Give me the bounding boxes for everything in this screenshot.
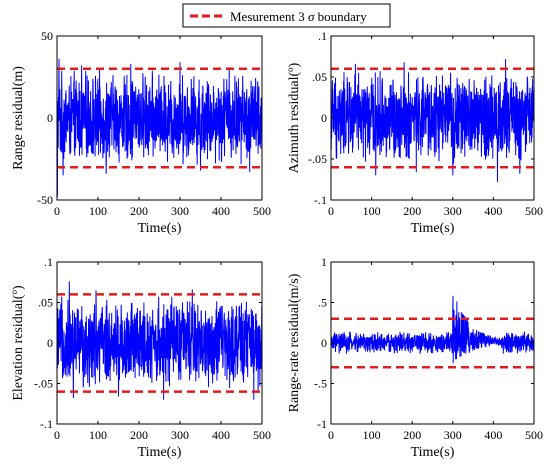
range-ytick-label: 50	[41, 29, 53, 43]
elevation-ylabel-sup: o	[9, 290, 19, 295]
panel-elevation: 0 100 200 300 400 500 -.1 -.05 0 .05 .1 Time(s) Elev…	[9, 255, 271, 460]
elevation-ylabel: Elevation residual(o)	[9, 285, 26, 401]
range-rate-residual-series	[330, 295, 535, 364]
legend-label: Mesurement 3 σ boundary	[230, 9, 367, 24]
legend-label-post: boundary	[314, 9, 367, 24]
range-rate-xtick-label: 400	[484, 428, 502, 442]
elevation-ytick-label: -.05	[34, 377, 53, 391]
range-xtick-label: 300	[171, 204, 189, 218]
legend: Mesurement 3 σ boundary	[182, 3, 391, 28]
elevation-ytick-label: -.1	[40, 417, 53, 431]
range-rate-ylabel: Range-rate residual(m/s)	[287, 273, 302, 412]
elevation-ytick-label: .1	[44, 255, 53, 269]
elevation-ytick-label: 0	[47, 336, 53, 350]
azimuth-ytick-label: -.1	[314, 193, 327, 207]
range-ytick-label: 0	[47, 111, 53, 125]
azimuth-ylabel-sup: o	[285, 67, 295, 72]
range-rate-xtick-label: 300	[444, 428, 462, 442]
azimuth-xtick-label: 400	[484, 204, 502, 218]
elevation-xtick-label: 0	[54, 428, 60, 442]
range-xtick-label: 0	[54, 204, 60, 218]
elevation-ytick-label: .05	[38, 296, 53, 310]
azimuth-xtick-label: 500	[525, 204, 543, 218]
range-xtick-label: 100	[89, 204, 107, 218]
range-ytick-label: -50	[37, 193, 53, 207]
azimuth-xtick-label: 200	[403, 204, 421, 218]
azimuth-ytick-label: 0	[321, 111, 327, 125]
azimuth-ylabel-end: )	[287, 62, 302, 67]
elevation-xtick-label: 400	[212, 428, 230, 442]
azimuth-xtick-label: 0	[328, 204, 334, 218]
range-ylabel: Range residual(m)	[11, 66, 26, 170]
range-rate-ytick-label: -.5	[314, 377, 327, 391]
azimuth-xlabel: Time(s)	[411, 221, 455, 236]
range-xtick-label: 400	[212, 204, 230, 218]
elevation-residual-series	[56, 281, 263, 400]
azimuth-ytick-label: .1	[318, 29, 327, 43]
range-rate-ylabel-main: Range-rate residual(m/s)	[287, 273, 302, 412]
elevation-xtick-label: 500	[253, 428, 271, 442]
range-rate-xtick-label: 200	[403, 428, 421, 442]
azimuth-ytick-label: .05	[312, 70, 327, 84]
legend-box	[182, 3, 391, 28]
range-rate-xtick-label: 0	[328, 428, 334, 442]
range-rate-ytick-label: -1	[317, 417, 327, 431]
elevation-xtick-label: 100	[89, 428, 107, 442]
azimuth-ytick-label: -.05	[308, 152, 327, 166]
azimuth-ylabel-main: Azimuth residual(	[287, 72, 302, 174]
range-rate-ytick-label: 0	[321, 336, 327, 350]
range-rate-xlabel: Time(s)	[411, 445, 455, 460]
range-rate-xtick-label: 500	[525, 428, 543, 442]
range-xlabel: Time(s)	[138, 221, 182, 236]
elevation-xtick-label: 200	[130, 428, 148, 442]
legend-label-pre: Mesurement 3	[230, 9, 308, 24]
elevation-ylabel-main: Elevation residual(	[11, 294, 26, 400]
range-ylabel-main: Range residual(m)	[11, 66, 26, 170]
azimuth-ylabel: Azimuth residual(o)	[285, 62, 302, 173]
legend-label-sigma: σ	[308, 9, 315, 24]
panel-azimuth: 0 100 200 300 400 500 -.1 -.05 0 .05 .1 Time(s) Azim…	[285, 29, 543, 236]
range-rate-ytick-label: .5	[318, 296, 327, 310]
elevation-xtick-label: 300	[171, 428, 189, 442]
azimuth-xtick-label: 300	[444, 204, 462, 218]
range-rate-xtick-label: 100	[363, 428, 381, 442]
range-rate-ytick-label: 1	[321, 255, 327, 269]
elevation-ylabel-end: )	[11, 285, 26, 290]
range-xtick-label: 200	[130, 204, 148, 218]
elevation-xlabel: Time(s)	[138, 445, 182, 460]
range-residual-series	[56, 58, 263, 197]
range-xtick-label: 500	[253, 204, 271, 218]
panel-range-rate: 0 100 200 300 400 500 -1 -.5 0 .5 1 Time(s) Range-ra…	[287, 255, 543, 460]
azimuth-residual-series	[330, 58, 535, 183]
azimuth-xtick-label: 100	[363, 204, 381, 218]
